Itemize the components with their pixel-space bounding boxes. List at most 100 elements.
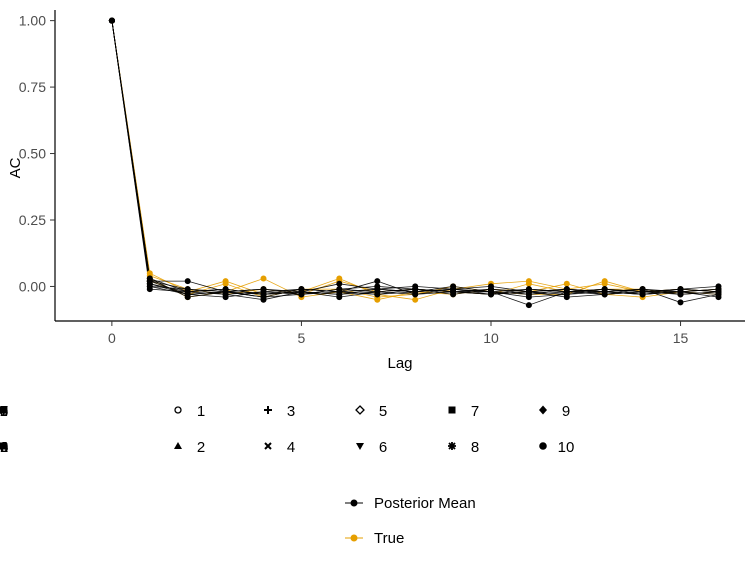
data-point bbox=[298, 288, 305, 295]
series-line bbox=[111, 20, 719, 295]
data-point bbox=[601, 291, 608, 298]
y-tick-label: 1.00 bbox=[19, 13, 46, 29]
color-legend-key-point bbox=[350, 499, 358, 507]
plot-points-layer bbox=[108, 17, 722, 309]
x-tick-label: 10 bbox=[483, 330, 499, 346]
series-line bbox=[111, 20, 719, 298]
y-axis-title: AC bbox=[7, 157, 24, 178]
shape-legend-label: 13 bbox=[0, 403, 8, 420]
legend-key-open-circle bbox=[174, 406, 182, 414]
x-tick-label: 0 bbox=[108, 330, 116, 346]
shape-legend-label: 16 bbox=[0, 439, 8, 456]
shape-legend-label: 15 bbox=[0, 403, 8, 420]
data-point bbox=[260, 291, 267, 298]
shape-legend-label: 6 bbox=[379, 439, 387, 456]
x-tick-label: 5 bbox=[298, 330, 306, 346]
data-point bbox=[525, 280, 532, 287]
shape-legend-label: 2 bbox=[197, 439, 205, 456]
shape-legend: 1234567891011121314151617181920 bbox=[0, 403, 574, 456]
shape-legend-label: 7 bbox=[471, 403, 479, 420]
shape-legend-label: 19 bbox=[0, 403, 8, 420]
data-point bbox=[525, 286, 532, 293]
series-line bbox=[111, 20, 719, 306]
data-point bbox=[412, 291, 419, 298]
data-point bbox=[260, 286, 267, 293]
x-tick-label: 15 bbox=[673, 330, 689, 346]
shape-legend-label: 1 bbox=[197, 403, 205, 420]
data-point bbox=[374, 278, 381, 285]
series-line bbox=[111, 20, 719, 298]
data-point bbox=[601, 278, 608, 285]
data-point bbox=[715, 288, 722, 295]
color-legend-label: Posterior Mean bbox=[374, 495, 476, 512]
plot-series-layer bbox=[111, 20, 719, 306]
legend-key-down-triangle bbox=[356, 443, 364, 450]
data-point bbox=[601, 286, 608, 293]
series-line bbox=[111, 20, 719, 301]
x-axis-title: Lag bbox=[387, 355, 412, 372]
series-line bbox=[111, 20, 719, 298]
legend-key-cross bbox=[264, 442, 272, 450]
data-point bbox=[222, 288, 229, 295]
series-line bbox=[111, 20, 719, 298]
legend-key-square bbox=[448, 406, 456, 414]
shape-legend-label: 8 bbox=[471, 439, 479, 456]
data-point bbox=[412, 286, 419, 293]
shape-legend-label: 3 bbox=[287, 403, 295, 420]
data-point bbox=[488, 288, 494, 295]
axis-ticks: 0 5 10 15 0.00 0.25 0.50 0.75 1.00 bbox=[19, 13, 689, 346]
data-point bbox=[184, 278, 191, 285]
data-point bbox=[639, 288, 646, 295]
shape-legend-label: 20 bbox=[0, 439, 8, 456]
series-line bbox=[111, 20, 719, 295]
data-point bbox=[108, 17, 115, 24]
legend-key-circle bbox=[0, 406, 4, 414]
y-tick-label: 0.00 bbox=[19, 278, 46, 294]
data-point bbox=[677, 286, 684, 293]
legend-key-triangle bbox=[174, 442, 182, 449]
series-line bbox=[111, 20, 719, 301]
data-point bbox=[222, 280, 229, 287]
legend-key-plus bbox=[264, 406, 272, 414]
data-point bbox=[336, 288, 343, 295]
data-point bbox=[715, 283, 722, 290]
color-legend: Posterior Mean True bbox=[345, 495, 476, 547]
axes bbox=[54, 10, 745, 322]
data-point bbox=[563, 288, 570, 295]
y-tick-label: 0.75 bbox=[19, 79, 46, 95]
data-point bbox=[336, 294, 343, 301]
shape-legend-label: 17 bbox=[0, 403, 8, 420]
series-line bbox=[111, 20, 719, 295]
shape-legend-label: 18 bbox=[0, 439, 8, 456]
data-point bbox=[260, 275, 267, 282]
series-line bbox=[111, 20, 719, 295]
legend-key-circle bbox=[539, 442, 547, 450]
shape-legend-label: 9 bbox=[562, 403, 570, 420]
shape-legend-label: 5 bbox=[379, 403, 387, 420]
legend-key-square bbox=[0, 442, 7, 450]
shape-legend-label: 4 bbox=[287, 439, 295, 456]
data-point bbox=[563, 280, 570, 287]
y-tick-label: 0.25 bbox=[19, 212, 46, 228]
data-point bbox=[260, 296, 267, 303]
series-line bbox=[111, 20, 719, 301]
shape-legend-label: 14 bbox=[0, 439, 8, 456]
color-legend-label: True bbox=[374, 530, 404, 547]
y-tick-label: 0.50 bbox=[19, 146, 46, 162]
data-point bbox=[184, 291, 191, 298]
data-point bbox=[412, 296, 419, 303]
legend-key-dot bbox=[0, 443, 3, 449]
data-point bbox=[146, 283, 153, 290]
color-legend-key-point bbox=[350, 534, 358, 542]
data-point bbox=[525, 302, 532, 309]
series-line bbox=[111, 20, 719, 303]
data-point bbox=[677, 299, 684, 306]
data-point bbox=[146, 278, 153, 285]
legend-key-asterisk bbox=[448, 442, 456, 450]
legend-key-open-diamond bbox=[355, 405, 365, 415]
data-point bbox=[450, 286, 457, 293]
shape-legend-label: 10 bbox=[558, 439, 575, 456]
series-line bbox=[111, 20, 719, 298]
data-point bbox=[374, 288, 381, 295]
